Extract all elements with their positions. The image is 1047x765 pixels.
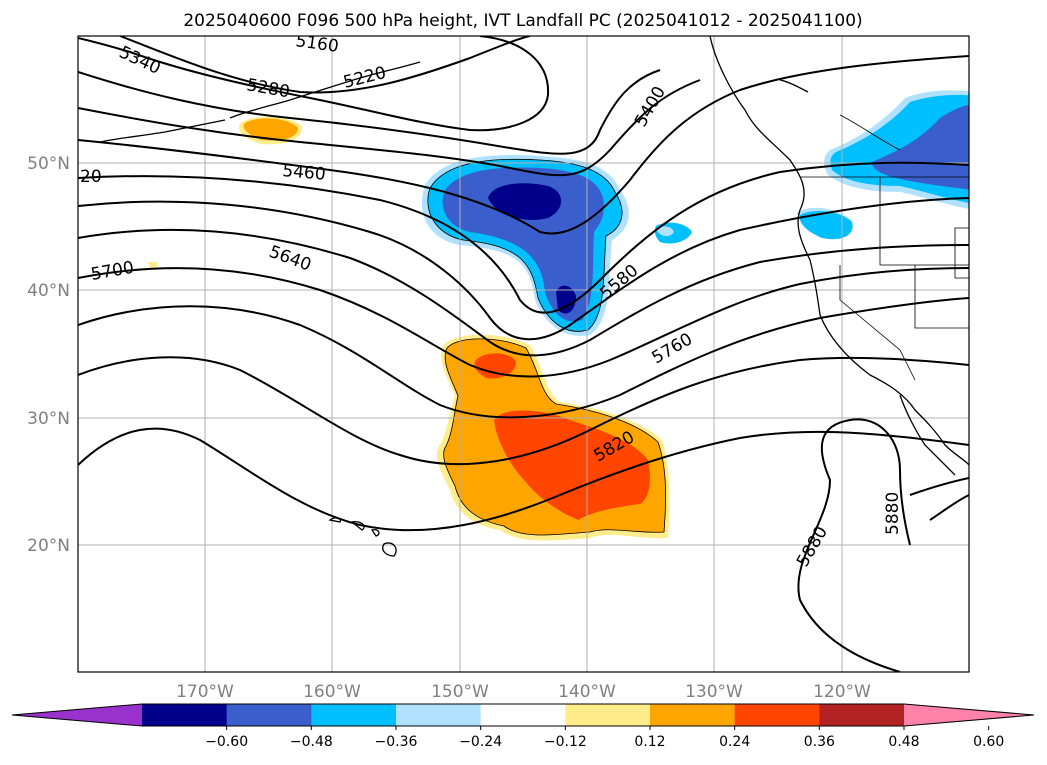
colorbar-tick-label: 0.36	[804, 734, 835, 750]
lon-label: 150°W	[431, 682, 489, 702]
lat-label: 40°N	[27, 281, 70, 301]
colorbar-tick-label: −0.24	[459, 734, 502, 750]
pos-anomaly-strong	[494, 410, 650, 520]
colorbar-outline	[11, 703, 1035, 727]
contour-label: 5460	[282, 161, 327, 185]
pos-anomaly-aleutian-mid	[243, 118, 298, 141]
latitude-labels: 50°N 40°N 30°N 20°N	[27, 154, 70, 556]
contour-label: 5700	[89, 258, 135, 285]
colorbar-tick-label: −0.12	[544, 734, 587, 750]
contour-label: 5340	[116, 42, 164, 78]
colorbar-extend-max	[904, 704, 1034, 726]
colorbar-tick-label: 0.12	[634, 734, 665, 750]
colorbar-tick-label: 0.24	[719, 734, 750, 750]
contour-label: 5160	[294, 31, 340, 57]
lon-label: 170°W	[176, 682, 234, 702]
lon-label: 130°W	[685, 682, 743, 702]
neg-anomaly-strong	[442, 167, 604, 322]
political-borders	[800, 114, 969, 381]
longitude-labels: 170°W 160°W 150°W 140°W 130°W 120°W	[176, 682, 871, 702]
colorbar-tick-label: −0.60	[205, 734, 248, 750]
pos-anomaly-outline	[443, 338, 667, 536]
neg-anomaly-max-2	[556, 285, 576, 314]
colorbar-segment	[311, 704, 397, 726]
colorbar-segment	[396, 704, 482, 726]
colorbar-tick-label: 0.60	[973, 734, 1004, 750]
colorbar-segment	[142, 704, 228, 726]
height-contours	[78, 36, 969, 672]
colorbar-segment	[565, 704, 651, 726]
colorbar-tick-label: −0.48	[290, 734, 333, 750]
neg-anomaly-or-light	[796, 207, 852, 222]
lat-label: 20°N	[27, 536, 70, 556]
neg-anomaly-pnw-strong	[872, 104, 969, 190]
lon-label: 120°W	[813, 682, 871, 702]
colorbar-segment	[480, 704, 566, 726]
contour-label: 5880	[883, 492, 903, 535]
neg-anomaly-or-mid	[799, 209, 853, 240]
colorbar-segment	[226, 704, 312, 726]
colorbar-tick-label: 0.48	[888, 734, 919, 750]
map-frame	[77, 35, 970, 673]
neg-anomaly-small-light	[656, 226, 674, 237]
graticule	[78, 36, 969, 672]
colorbar-tick-label: −0.36	[375, 734, 418, 750]
contour-label: 5280	[245, 75, 291, 102]
lat-label: 30°N	[27, 409, 70, 429]
pos-anomaly-strong-2	[474, 353, 516, 379]
contour-label: 20	[80, 167, 102, 187]
colorbar-segment	[819, 704, 905, 726]
colorbar-extend-min	[12, 704, 142, 726]
lon-label: 160°W	[303, 682, 361, 702]
neg-anomaly-max	[488, 183, 562, 220]
neg-anomaly-outline	[427, 158, 623, 332]
colorbar: −0.60 −0.48 −0.36 −0.24 −0.12 0.12 0.24 0.36 0.4…	[11, 703, 1035, 750]
contour-label: 5400	[631, 83, 670, 130]
colorbar-segment	[650, 704, 736, 726]
figure-title: 2025040600 F096 500 hPa height, IVT Land…	[183, 11, 862, 31]
map-area: 5160 5340 5280 5220 5400 5460 20 5640 57…	[78, 31, 969, 672]
colorbar-segment	[734, 704, 820, 726]
lat-label: 50°N	[27, 154, 70, 174]
lon-label: 140°W	[558, 682, 616, 702]
contour-label: 5880	[793, 523, 832, 570]
coastlines	[99, 36, 969, 557]
